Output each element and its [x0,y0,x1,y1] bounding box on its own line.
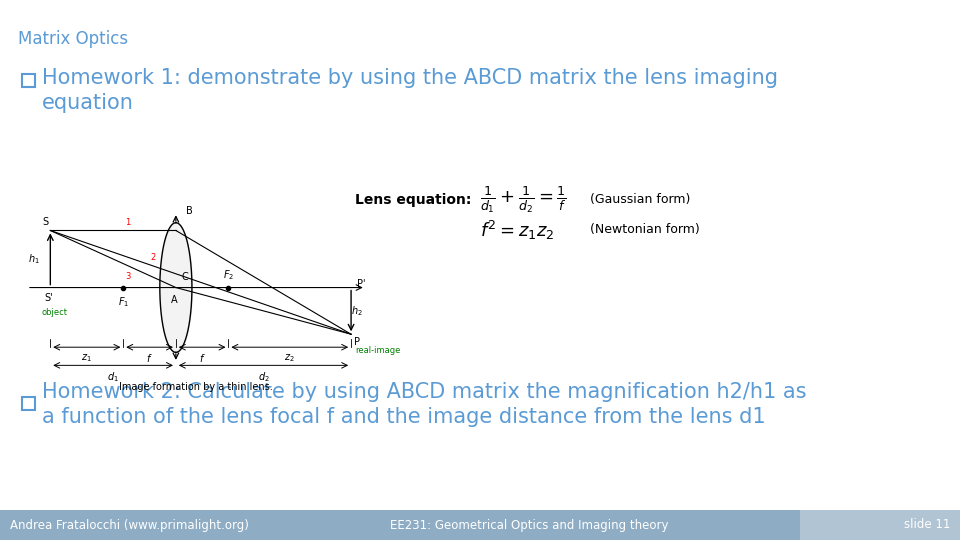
Text: 2: 2 [150,253,156,262]
Text: (Gaussian form): (Gaussian form) [590,193,690,206]
Text: B: B [186,206,193,216]
Bar [380,510,800,540]
Text: equation: equation [42,93,133,113]
Bar [22,74,35,87]
Bar [22,397,35,410]
Text: (Newtonian form): (Newtonian form) [590,224,700,237]
Text: slide 11: slide 11 [903,518,950,531]
Text: 3: 3 [125,272,131,281]
Text: Lens equation:: Lens equation: [355,193,471,207]
Text: $F_2$: $F_2$ [223,268,234,282]
Text: $F_1$: $F_1$ [118,295,129,309]
Text: 1: 1 [125,218,131,227]
Text: $\frac{1}{d_1}+\frac{1}{d_2}=\frac{1}{f}$: $\frac{1}{d_1}+\frac{1}{d_2}=\frac{1}{f}… [480,185,566,215]
Text: Andrea Fratalocchi (www.primalight.org): Andrea Fratalocchi (www.primalight.org) [10,518,249,531]
Text: $z_1$: $z_1$ [82,353,92,364]
Text: Homework 1: demonstrate by using the ABCD matrix the lens imaging: Homework 1: demonstrate by using the ABC… [42,68,778,88]
Text: $h_2$: $h_2$ [351,304,363,318]
Text: $f^2 = z_1 z_2$: $f^2 = z_1 z_2$ [480,219,555,241]
Text: S: S [43,218,49,227]
Bar [800,510,960,540]
Text: $f$: $f$ [199,353,205,364]
Text: Homework 2: Calculate by using ABCD matrix the magnification h2/h1 as: Homework 2: Calculate by using ABCD matr… [42,382,806,402]
Text: A: A [171,295,178,305]
Text: $d_1$: $d_1$ [108,370,119,384]
Text: a function of the lens focal f and the image distance from the lens d1: a function of the lens focal f and the i… [42,407,766,427]
Text: Matrix Optics: Matrix Optics [18,30,128,48]
Text: P': P' [357,279,366,289]
Text: C: C [181,272,188,282]
Text: $h_1$: $h_1$ [28,252,40,266]
Text: $d_2$: $d_2$ [257,370,270,384]
Bar [0,510,380,540]
Text: real-image: real-image [355,346,401,355]
Text: object: object [41,308,67,318]
Text: EE231: Geometrical Optics and Imaging theory: EE231: Geometrical Optics and Imaging th… [390,518,668,531]
Text: Image formation by a thin lens.: Image formation by a thin lens. [119,382,274,392]
Text: S': S' [44,293,53,303]
Text: P: P [354,337,360,347]
Text: $z_2$: $z_2$ [284,353,295,364]
Text: $f$: $f$ [146,353,153,364]
